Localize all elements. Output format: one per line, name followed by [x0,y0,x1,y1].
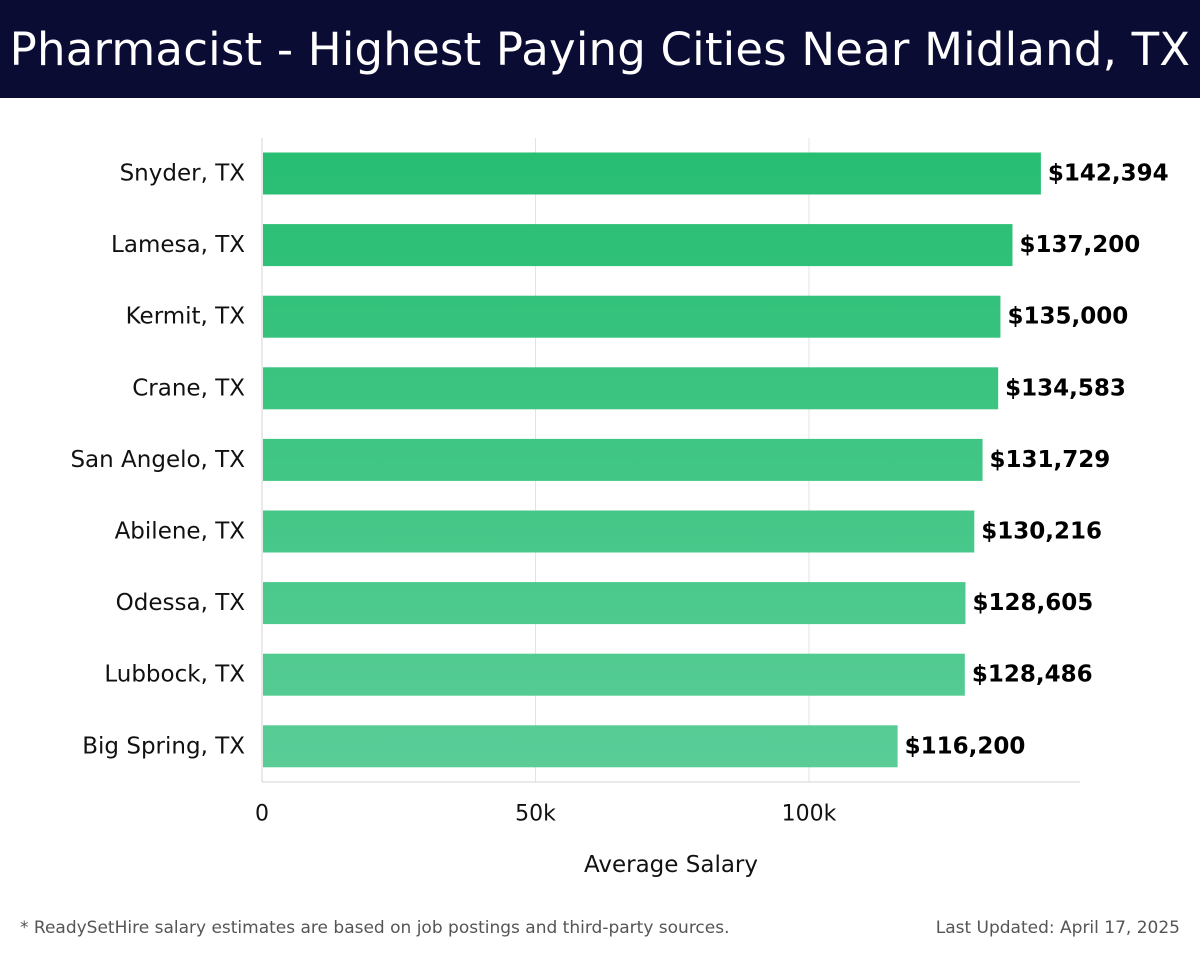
category-label: Big Spring, TX [82,733,245,759]
bar [263,295,1001,338]
last-updated: Last Updated: April 17, 2025 [935,918,1180,938]
footnote: * ReadySetHire salary estimates are base… [20,918,730,938]
category-label: Lubbock, TX [104,662,245,688]
x-axis-title: Average Salary [584,852,758,878]
category-label: Snyder, TX [120,161,246,187]
bar [263,224,1013,267]
bar [263,653,965,696]
bar-chart: Snyder, TX $142,394 Lamesa, TX $137,200 Kerm… [70,138,1169,878]
chart-header: Pharmacist - Highest Paying Cities Near … [0,0,1200,98]
bar [263,582,966,625]
category-label: Odessa, TX [116,590,246,616]
bar [263,438,983,481]
bar [263,152,1041,195]
x-tick-label: 100k [782,802,837,827]
bar [263,725,898,768]
value-label: $135,000 [1007,304,1128,330]
page-title: Pharmacist - Highest Paying Cities Near … [9,22,1191,76]
value-label: $131,729 [990,447,1111,473]
value-label: $137,200 [1019,232,1140,258]
value-label: $116,200 [905,733,1026,759]
value-label: $128,605 [972,590,1093,616]
category-label: Crane, TX [132,375,245,401]
x-tick-label: 0 [255,802,269,827]
x-tick-label: 50k [515,802,556,827]
bar [263,510,975,553]
value-label: $130,216 [981,519,1102,545]
category-label: Lamesa, TX [111,232,245,258]
value-label: $134,583 [1005,375,1126,401]
bar [263,367,999,410]
category-label: San Angelo, TX [70,447,245,473]
category-label: Kermit, TX [126,304,246,330]
value-label: $142,394 [1048,161,1169,187]
value-label: $128,486 [972,662,1093,688]
category-label: Abilene, TX [115,519,246,545]
